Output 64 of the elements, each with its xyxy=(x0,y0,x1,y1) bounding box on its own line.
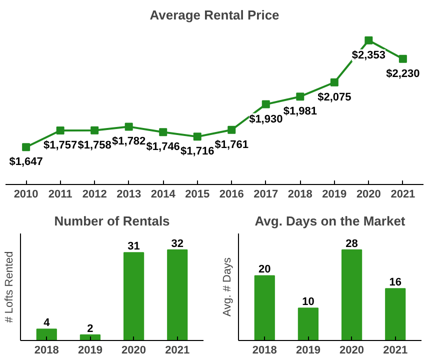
point xyxy=(90,126,99,134)
point xyxy=(22,143,30,152)
x-tick-label: 2019 xyxy=(296,344,320,356)
x-tick-label: 2015 xyxy=(185,188,210,200)
data-label: 2 xyxy=(87,322,94,335)
point xyxy=(228,126,236,134)
x-tick-label: 2012 xyxy=(82,188,107,200)
data-label: $1,782 xyxy=(112,136,146,148)
data-label: $1,981 xyxy=(283,106,317,118)
data-label: 10 xyxy=(302,296,314,308)
data-label: 16 xyxy=(389,276,402,289)
y-axis-title: # Lofts Rented xyxy=(4,251,16,323)
point xyxy=(262,100,270,108)
x-tick-label: 2020 xyxy=(340,344,364,356)
point xyxy=(398,54,407,63)
x-tick-label: 2021 xyxy=(165,344,190,356)
data-label: $2,353 xyxy=(352,49,386,62)
x-tick-label: 2020 xyxy=(356,188,381,200)
data-label: 4 xyxy=(44,317,51,330)
x-tick-label: 2013 xyxy=(116,188,142,200)
x-tick-label: 2018 xyxy=(252,344,277,356)
data-label: 28 xyxy=(346,238,358,250)
x-tick-label: 2016 xyxy=(219,188,244,200)
x-tick-label: 2019 xyxy=(322,188,347,200)
data-label: $2,230 xyxy=(386,68,420,80)
data-label: 31 xyxy=(128,240,140,253)
data-label: $2,075 xyxy=(318,91,352,104)
point xyxy=(159,128,168,136)
data-label: $1,746 xyxy=(146,141,180,154)
data-label: $1,757 xyxy=(43,139,78,152)
x-tick-label: 2010 xyxy=(14,188,38,200)
point xyxy=(364,36,373,44)
bar xyxy=(385,288,406,340)
data-label: 20 xyxy=(258,264,271,276)
x-tick-label: 2018 xyxy=(288,188,312,200)
chart-title: Number of Rentals xyxy=(54,214,170,228)
bar xyxy=(167,249,188,340)
point xyxy=(330,78,338,86)
chart-title: Average Rental Price xyxy=(150,8,280,22)
data-label: $1,716 xyxy=(180,146,214,158)
bar xyxy=(123,252,144,340)
x-tick-label: 2019 xyxy=(78,344,102,356)
x-tick-label: 2014 xyxy=(150,188,176,200)
x-tick-label: 2020 xyxy=(122,344,146,356)
point xyxy=(124,122,133,131)
chart-title: Avg. Days on the Market xyxy=(254,214,406,228)
data-label: $1,930 xyxy=(249,113,283,126)
data-label: $1,758 xyxy=(78,139,112,152)
x-tick-label: 2021 xyxy=(390,188,416,200)
point xyxy=(296,92,304,101)
y-axis-title: Avg. # Days xyxy=(222,256,234,317)
data-label: $1,761 xyxy=(214,138,248,151)
data-label: $1,647 xyxy=(9,156,43,168)
x-tick-label: 2011 xyxy=(48,188,72,200)
bar xyxy=(298,308,319,340)
point xyxy=(56,126,64,134)
point xyxy=(193,132,202,141)
x-tick-label: 2018 xyxy=(34,344,59,356)
bar xyxy=(36,328,57,340)
bar xyxy=(341,249,362,340)
bar xyxy=(254,275,275,340)
x-tick-label: 2021 xyxy=(383,344,408,356)
x-tick-label: 2017 xyxy=(254,188,278,200)
data-label: 32 xyxy=(171,238,184,250)
